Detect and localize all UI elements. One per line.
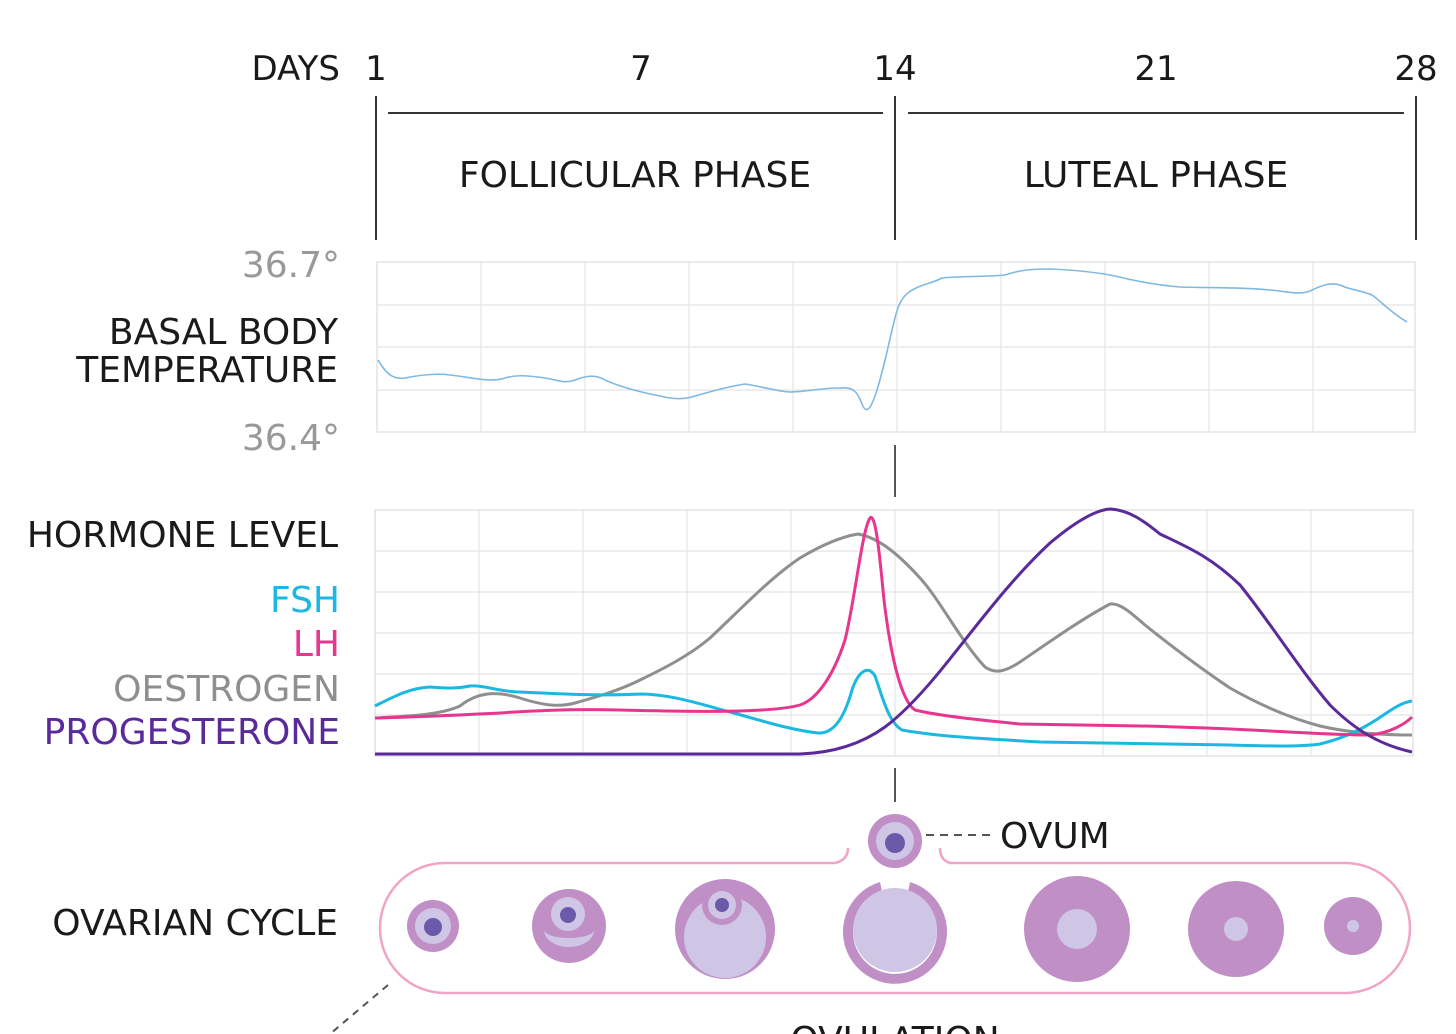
phase-brackets	[375, 96, 1417, 240]
temperature-label-line2: TEMPERATURE	[75, 350, 338, 391]
luteal-phase-label: LUTEAL PHASE	[1024, 155, 1288, 196]
ovarian-cycle-label: OVARIAN CYCLE	[52, 903, 338, 944]
hormone-grid	[374, 509, 1414, 757]
progesterone-label: PROGESTERONE	[44, 712, 340, 753]
fsh-label: FSH	[270, 580, 340, 621]
ovulation-label: OVULATION	[790, 1020, 999, 1034]
ovarian-cycle-frame	[378, 847, 1412, 995]
temp-min-label: 36.4°	[242, 418, 340, 459]
day-tick-7: 7	[630, 49, 652, 89]
oestrogen-curve	[374, 532, 1413, 737]
progesterone-curve	[375, 507, 1413, 756]
temperature-grid	[376, 261, 1416, 433]
day-tick-1: 1	[365, 49, 387, 89]
ovum-label: OVUM	[1000, 816, 1110, 857]
follicle-tertiary	[675, 879, 775, 979]
lh-curve	[374, 516, 1414, 737]
follicular-phase-label: FOLLICULAR PHASE	[459, 155, 811, 196]
day-tick-21: 21	[1134, 49, 1177, 89]
lh-label: LH	[293, 624, 340, 665]
fsh-curve	[374, 668, 1413, 748]
day-tick-28: 28	[1394, 49, 1437, 89]
follicle-ruptured	[843, 882, 948, 984]
corpus-luteum	[1024, 876, 1130, 982]
temperature-curve	[377, 268, 1408, 411]
days-label: DAYS	[251, 49, 340, 89]
day-tick-14: 14	[873, 49, 916, 89]
corpus-albicans	[1324, 897, 1382, 955]
follicle-secondary	[532, 889, 606, 963]
oestrogen-label: OESTROGEN	[113, 669, 340, 710]
corpus-luteum-regressing	[1188, 881, 1284, 977]
temperature-label-line1: BASAL BODY	[109, 312, 339, 353]
temp-max-label: 36.7°	[242, 245, 340, 286]
ovum	[868, 814, 922, 868]
follicle-primary	[407, 900, 459, 952]
hormone-level-title: HORMONE LEVEL	[27, 515, 338, 556]
follicle-leader-line	[329, 984, 389, 1034]
